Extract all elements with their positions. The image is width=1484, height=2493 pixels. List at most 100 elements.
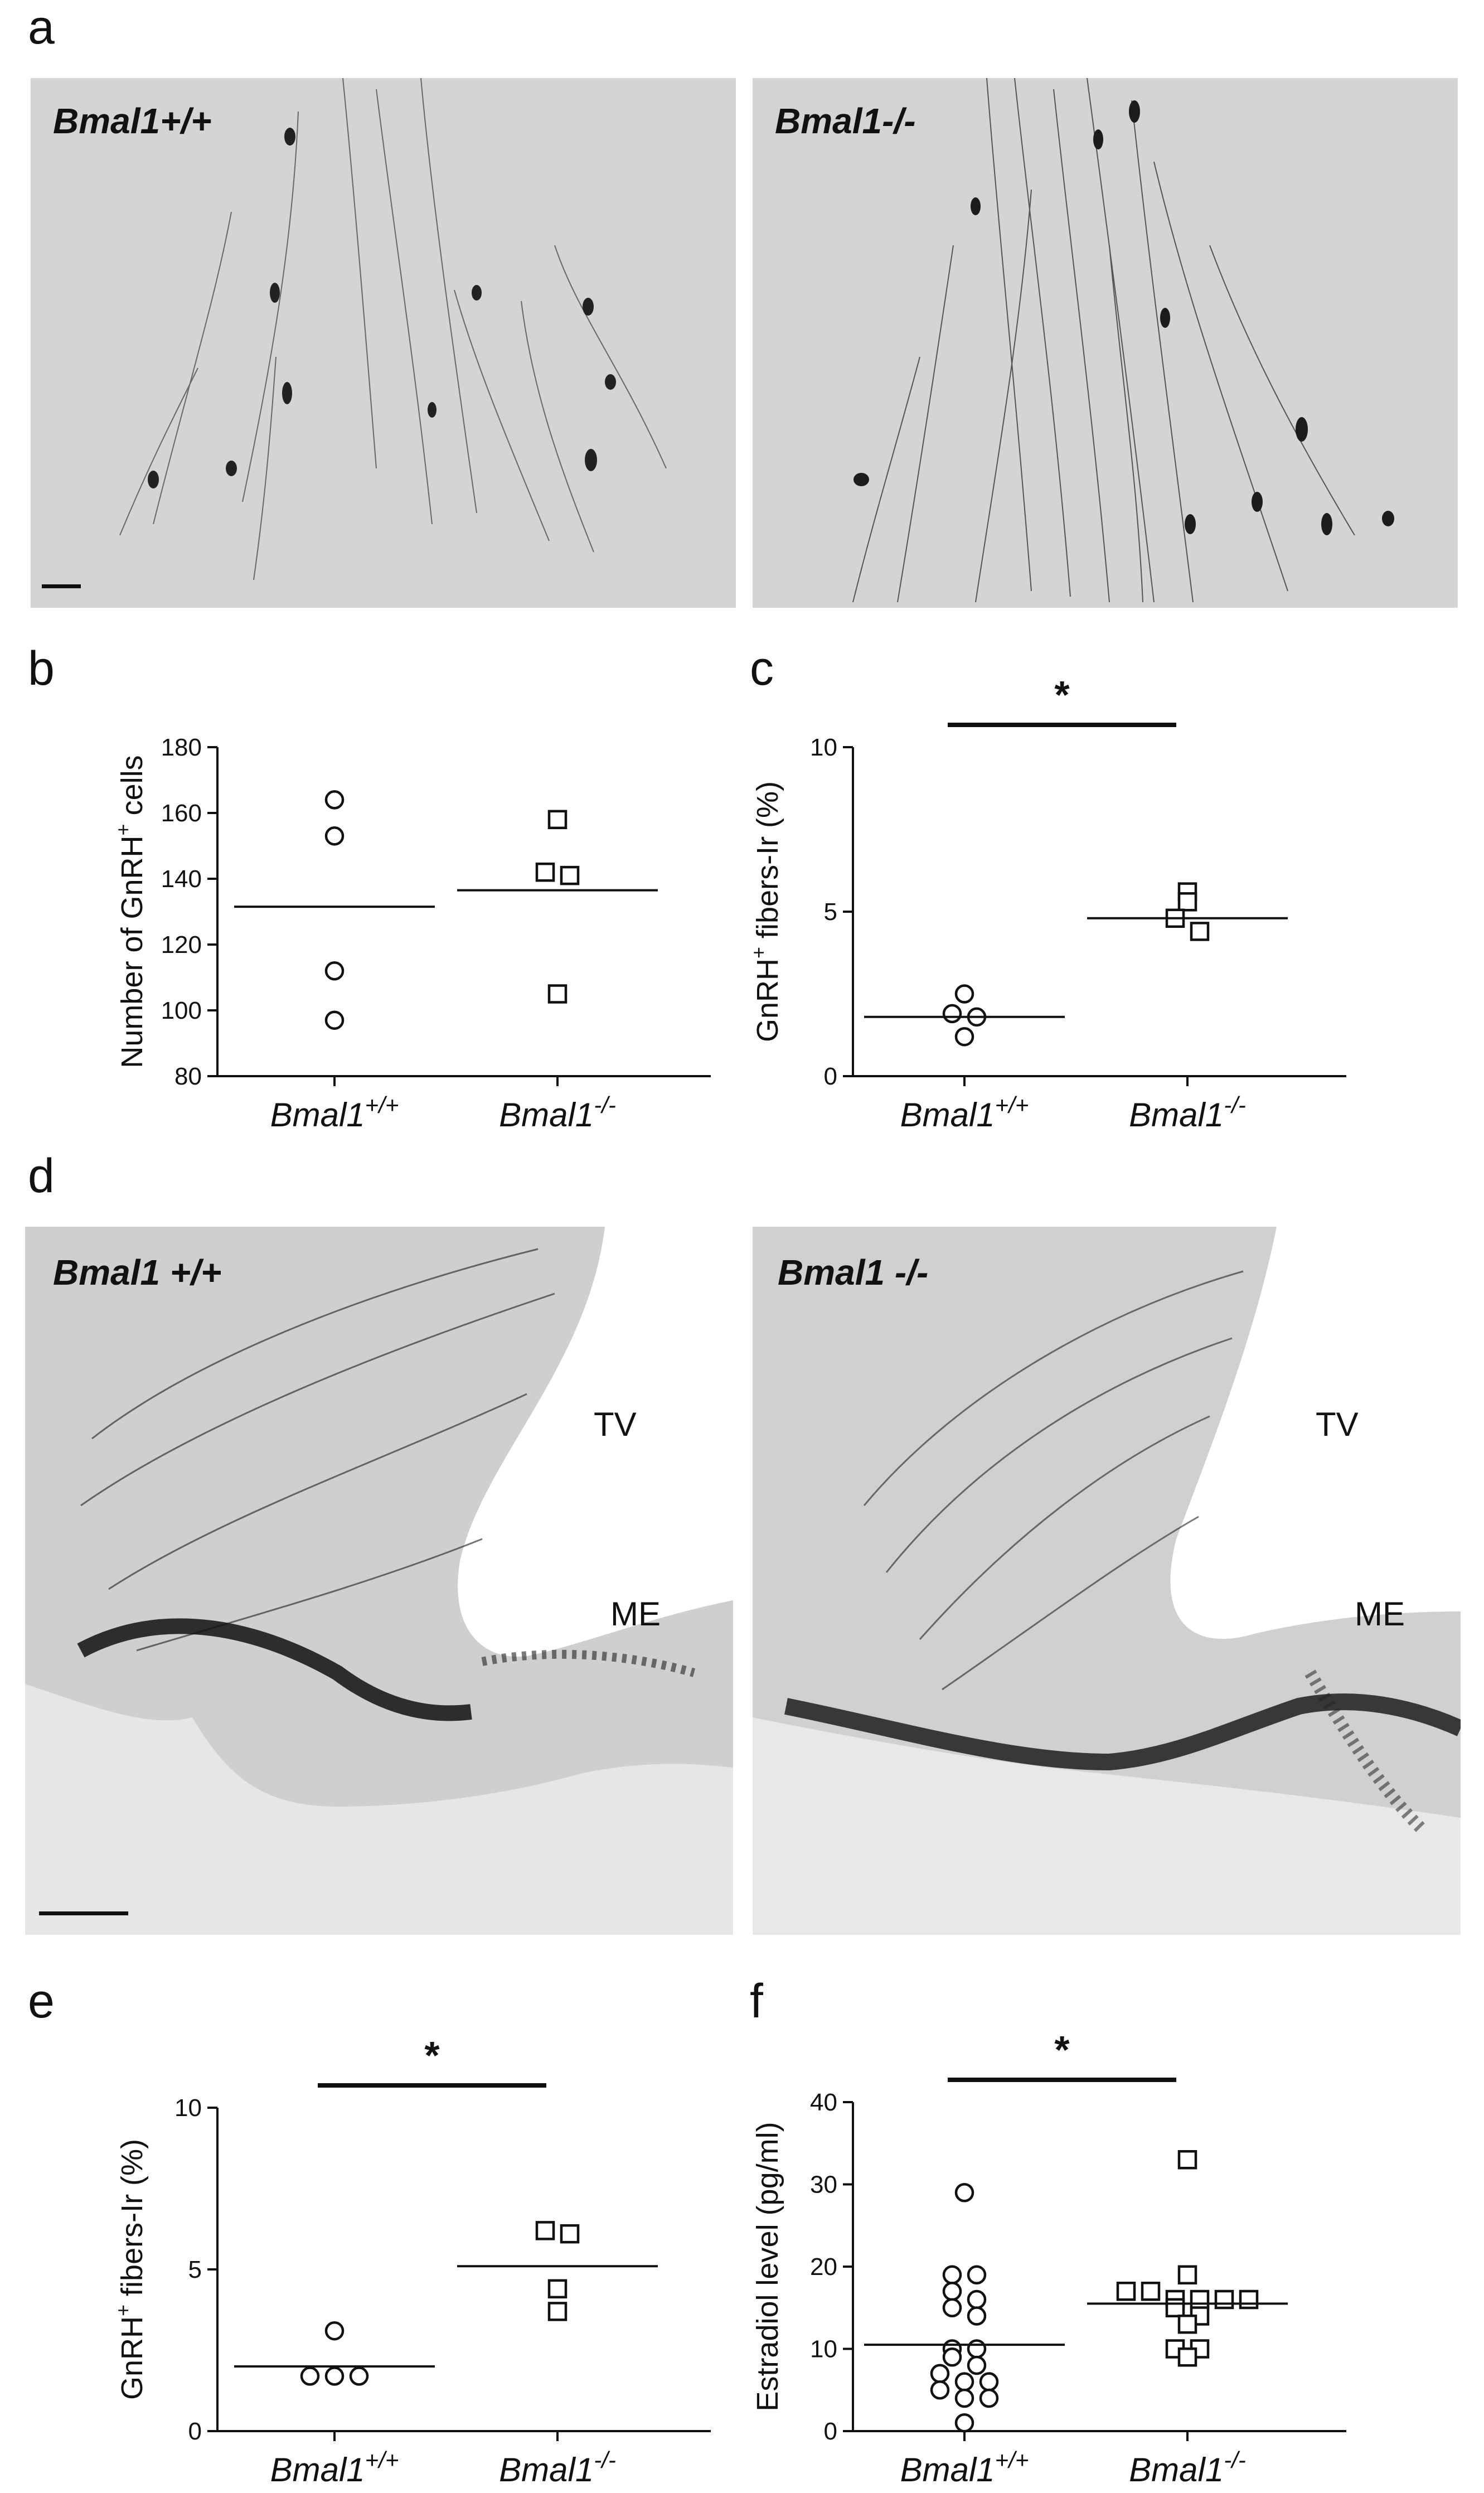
point-e-1-0 <box>535 2221 555 2240</box>
point-b-1-3 <box>547 984 568 1004</box>
region-label-tv-left: TV <box>594 1406 637 1443</box>
y-tick-label-f-3: 30 <box>810 2171 837 2199</box>
y-tick-label-c-2: 10 <box>810 734 837 761</box>
median-eminence-d-left <box>25 1227 733 1935</box>
y-axis-title-f: Estradiol level (pg/ml) <box>751 2122 784 2411</box>
significance-star-c: * <box>1054 673 1070 717</box>
micrograph-a-knockout: Bmal1-/- <box>753 78 1458 608</box>
point-f-0-2 <box>967 2265 987 2284</box>
region-label-me-right: ME <box>1355 1595 1405 1633</box>
point-f-0-5 <box>942 2298 962 2317</box>
point-f-0-10 <box>967 2355 987 2375</box>
point-f-0-4 <box>967 2289 987 2310</box>
point-c-0-0 <box>954 984 974 1004</box>
point-f-1-5 <box>1190 2289 1210 2310</box>
chart-c-svg: 0 5 10 Bmal1+/+ Bmal1-/- GnRH+ fibers-Ir (%) * <box>747 673 1346 1134</box>
point-e-1-3 <box>547 2302 568 2321</box>
point-e-0-2 <box>324 2366 345 2386</box>
micrograph-d-knockout: Bmal1 -/- TV ME <box>753 1227 1461 1935</box>
y-tick-label-b-2: 120 <box>161 931 202 959</box>
category-label-b-1: Bmal1-/- <box>499 1092 616 1134</box>
chart-b: 80 100 120 140 160 180 Bmal1+/+ Bmal1-/- Number … <box>0 691 741 1137</box>
point-b-0-0 <box>324 790 345 810</box>
point-f-0-16 <box>979 2388 999 2408</box>
category-label-b-0: Bmal1+/+ <box>270 1092 399 1134</box>
point-f-1-1 <box>1177 2265 1197 2284</box>
point-f-1-7 <box>1239 2289 1259 2310</box>
y-tick-label-e-0: 0 <box>188 2418 202 2445</box>
y-tick-label-e-1: 5 <box>188 2256 202 2283</box>
panel-letter-f: f <box>750 1974 763 2028</box>
micrograph-d-wildtype: Bmal1 +/+ TV ME <box>25 1227 733 1935</box>
point-f-0-0 <box>954 2183 974 2202</box>
y-tick-label-f-1: 10 <box>810 2336 837 2363</box>
point-f-0-15 <box>954 2388 974 2408</box>
chart-e: 0 5 10 Bmal1+/+ Bmal1-/- GnRH+ fibers-Ir (%) * <box>0 2030 741 2490</box>
category-label-f-0: Bmal1+/+ <box>900 2447 1029 2489</box>
y-tick-label-b-0: 80 <box>174 1063 202 1090</box>
category-label-c-1: Bmal1-/- <box>1129 1092 1246 1134</box>
significance-star-f: * <box>1054 2028 1070 2071</box>
point-f-0-9 <box>942 2347 962 2367</box>
micrograph-a-wildtype: Bmal1+/+ <box>31 78 736 608</box>
y-tick-label-c-0: 0 <box>824 1063 837 1090</box>
point-b-1-1 <box>535 862 555 882</box>
point-c-1-3 <box>1190 922 1210 941</box>
genotype-label-a-left: Bmal1+/+ <box>53 101 212 141</box>
y-tick-label-e-2: 10 <box>174 2094 202 2122</box>
genotype-label-d-left: Bmal1 +/+ <box>53 1252 222 1293</box>
chart-f: 0 10 20 30 40 Bmal1+/+ Bmal1-/- Estradiol level… <box>741 2028 1483 2490</box>
point-b-0-3 <box>324 1010 345 1030</box>
point-e-1-1 <box>560 2224 580 2244</box>
category-label-e-0: Bmal1+/+ <box>270 2447 399 2489</box>
point-f-0-17 <box>954 2413 974 2433</box>
point-f-1-3 <box>1141 2282 1161 2301</box>
point-e-1-2 <box>547 2279 568 2299</box>
point-c-0-1 <box>942 1004 962 1024</box>
point-f-0-6 <box>967 2306 987 2326</box>
point-b-1-2 <box>560 865 580 885</box>
point-e-0-3 <box>349 2366 369 2386</box>
chart-b-svg: 80 100 120 140 160 180 Bmal1+/+ Bmal1-/- Number … <box>111 734 711 1134</box>
median-eminence-d-right <box>753 1227 1461 1935</box>
chart-f-svg: 0 10 20 30 40 Bmal1+/+ Bmal1-/- Estradiol level… <box>751 2028 1346 2489</box>
point-f-1-6 <box>1214 2289 1234 2310</box>
point-c-0-3 <box>954 1027 974 1047</box>
region-label-tv-right: TV <box>1316 1406 1359 1443</box>
point-f-1-10 <box>1177 2315 1197 2334</box>
y-axis-title-c: GnRH+ fibers-Ir (%) <box>747 781 784 1042</box>
panel-letter-e: e <box>28 1974 55 2028</box>
category-label-f-1: Bmal1-/- <box>1129 2447 1246 2489</box>
point-f-1-8 <box>1165 2298 1185 2317</box>
point-b-1-0 <box>547 810 568 830</box>
panel-letter-d: d <box>28 1149 55 1203</box>
scale-bar-a <box>42 584 81 588</box>
point-b-0-1 <box>324 826 345 846</box>
category-label-c-0: Bmal1+/+ <box>900 1092 1029 1134</box>
y-tick-label-b-5: 180 <box>161 734 202 761</box>
point-f-0-3 <box>942 2282 962 2301</box>
neuron-fibers-a-right <box>852 78 1394 603</box>
y-axis-title-e: GnRH+ fibers-Ir (%) <box>111 2139 149 2400</box>
y-tick-label-f-2: 20 <box>810 2253 837 2281</box>
genotype-label-d-right: Bmal1 -/- <box>778 1252 929 1293</box>
category-label-e-1: Bmal1-/- <box>499 2447 616 2489</box>
point-f-0-14 <box>930 2380 950 2400</box>
significance-star-e: * <box>424 2034 440 2077</box>
y-tick-label-b-1: 100 <box>161 997 202 1024</box>
point-f-0-12 <box>954 2372 974 2392</box>
y-tick-label-f-4: 40 <box>810 2089 837 2116</box>
point-f-1-0 <box>1177 2150 1197 2170</box>
point-b-0-2 <box>324 961 345 981</box>
y-tick-label-c-1: 5 <box>824 898 837 926</box>
point-e-0-1 <box>300 2366 320 2386</box>
panel-letter-a: a <box>28 1 55 54</box>
panel-letter-c: c <box>750 642 774 695</box>
region-label-me-left: ME <box>610 1595 661 1633</box>
neuron-fibers-a-left <box>119 78 667 580</box>
scale-bar-d <box>39 1911 128 1915</box>
point-c-1-1 <box>1177 892 1197 912</box>
genotype-label-a-right: Bmal1-/- <box>775 101 916 141</box>
y-axis-title-b: Number of GnRH+ cells <box>111 755 149 1068</box>
y-tick-label-f-0: 0 <box>824 2418 837 2445</box>
